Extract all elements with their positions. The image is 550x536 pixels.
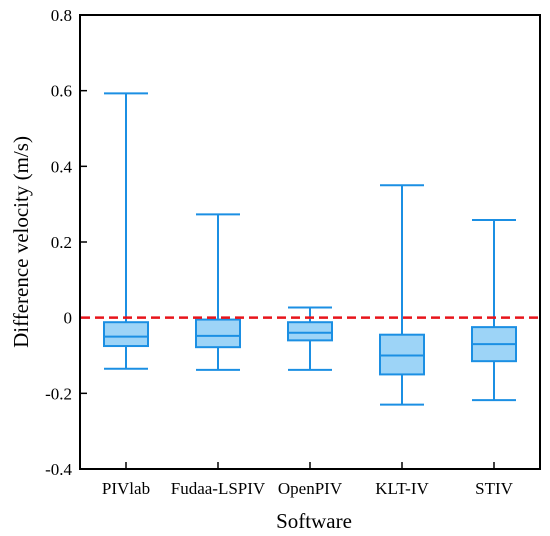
y-tick-label: 0.2 [51,233,72,252]
iqr-box [287,321,333,342]
x-tick-label: KLT-IV [375,479,429,498]
plot-frame-group [79,14,541,470]
y-tick-label: 0 [64,309,73,328]
plot-frame [79,14,541,470]
x-ticks-group: PIVlab Fudaa-LSPIV OpenPIV KLT-IV STIV [102,462,514,498]
box-openpiv [287,306,333,371]
x-axis-title: Software [276,509,352,533]
y-tick-label: 0.6 [51,82,72,101]
iqr-box [195,318,241,349]
x-tick-label: Fudaa-LSPIV [171,479,266,498]
y-tick-label: 0.4 [51,157,73,176]
x-tick-label: PIVlab [102,479,150,498]
y-tick-label: 0.8 [51,6,72,25]
x-tick-label: STIV [475,479,514,498]
x-tick-label: OpenPIV [278,479,343,498]
y-axis-title: Difference velocity (m/s) [9,136,33,348]
y-ticks-group: -0.4 -0.2 0 0.2 0.4 0.6 0.8 [45,6,87,479]
y-tick-label: -0.4 [45,460,72,479]
box-fudaa-lspiv [195,213,241,371]
box-stiv [471,219,517,402]
iqr-box [103,321,149,348]
boxes-group [103,92,517,406]
box-pivlab [103,92,149,370]
y-tick-label: -0.2 [45,384,72,403]
box-klt-iv [379,184,425,406]
